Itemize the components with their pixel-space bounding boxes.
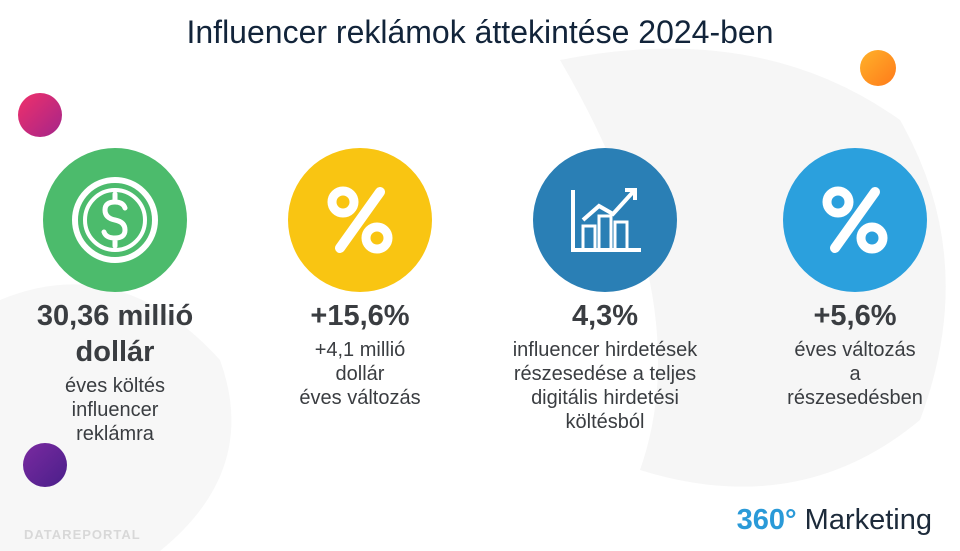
stat-description: éves költés influencer reklámra (0, 374, 235, 446)
stat-value: +5,6% (813, 300, 897, 332)
stat-value: +15,6% (310, 300, 410, 332)
line: a (849, 363, 861, 385)
decor-dot (18, 93, 62, 137)
decor-dot (860, 50, 896, 86)
line: éves költés (64, 375, 166, 397)
icon (533, 148, 677, 292)
line: influencer (71, 399, 159, 421)
stat-value: 4,3% (571, 300, 639, 332)
line: influencer hirdetések (512, 339, 698, 361)
icon (43, 148, 187, 292)
brand-number: 360° (736, 504, 797, 536)
line: reklámra (76, 423, 154, 445)
stat-description: +4,1 millió dollár éves változás (240, 338, 480, 410)
line: digitális hirdetési (531, 387, 679, 409)
title: Influencer reklámok áttekintése 2024-ben (186, 14, 774, 50)
source-watermark: DATAREPORTAL (24, 527, 141, 542)
stat-card: +15,6% +4,1 millió dollár éves változás (240, 148, 480, 410)
stat-value: 30,36 millió dollár (36, 300, 194, 368)
stat-description: influencer hirdetések részesedése a telje… (485, 338, 725, 434)
line: költésból (565, 411, 645, 433)
line: részesedése a teljes (513, 363, 697, 385)
line: részesedésben (787, 387, 923, 409)
icon (288, 148, 432, 292)
decor-dot (23, 443, 67, 487)
brand-name: Marketing (804, 504, 932, 536)
line: éves változás (794, 339, 916, 361)
line: dollár (335, 363, 385, 385)
stat-card: 30,36 millió dollár éves költés influence… (0, 148, 235, 446)
stat-description: éves változás a részesedésben (735, 338, 960, 410)
brand: 360° Marketing (737, 504, 932, 537)
stat-card: 4,3% influencer hirdetések részesedése a … (485, 148, 725, 434)
icon (783, 148, 927, 292)
stat-card: +5,6% éves változás a részesedésben (735, 148, 960, 410)
line: éves változás (299, 387, 421, 409)
line: +4,1 millió (314, 339, 406, 361)
